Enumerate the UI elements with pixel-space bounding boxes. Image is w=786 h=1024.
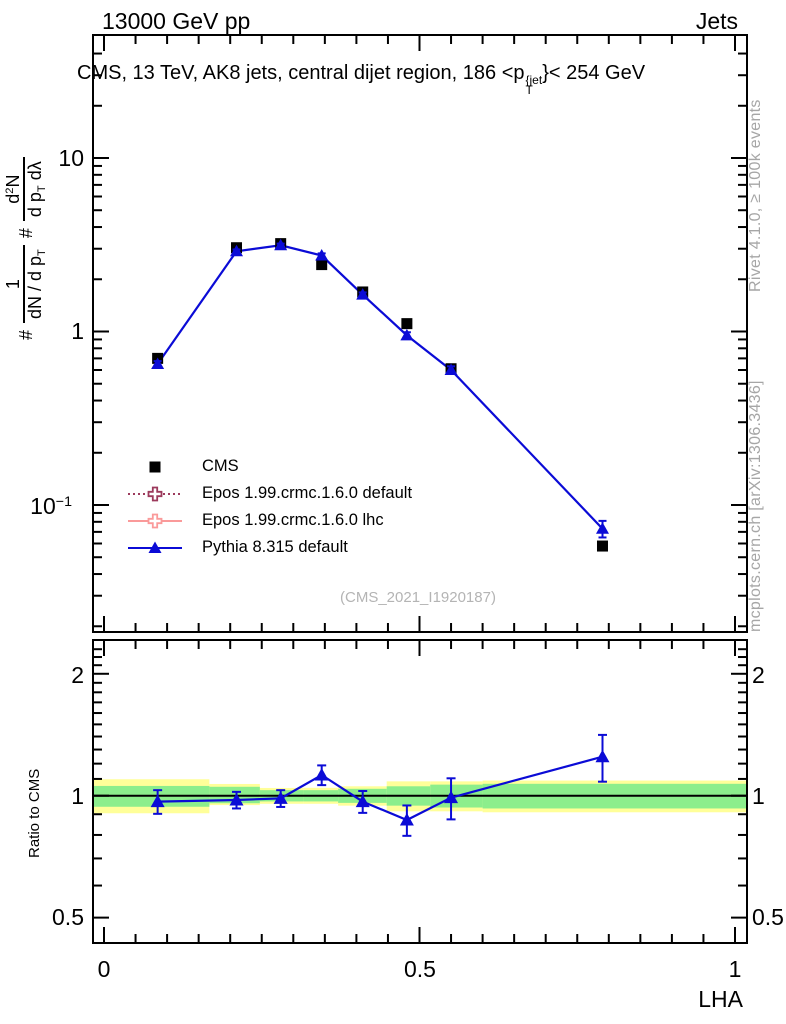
legend-row-epos-lhc: Epos 1.99.crmc.1.6.0 lhc — [126, 507, 412, 534]
cms-data-point — [316, 259, 328, 271]
plot-title-sub: T — [525, 82, 533, 97]
ratio-panel-frame — [92, 639, 748, 944]
ratio-ytick-1-right: 1 — [752, 783, 765, 809]
main-series — [151, 238, 609, 552]
legend-marker-triangle — [148, 541, 162, 553]
ratio-data-point — [150, 794, 165, 808]
ratio-series — [150, 733, 610, 837]
ratio-ytick-1-left: 1 — [71, 783, 84, 809]
legend-row-epos-default: Epos 1.99.crmc.1.6.0 default — [126, 480, 412, 507]
epos-lhc-marker-icon — [128, 513, 182, 528]
legend-label-pythia: Pythia 8.315 default — [202, 538, 348, 556]
main-ytick-1: 1 — [71, 318, 84, 344]
analysis-id-watermark: (CMS_2021_I1920187) — [340, 589, 496, 606]
main-ytick-10: 10 — [58, 145, 84, 171]
xtick-1: 1 — [728, 956, 742, 982]
axis-ticks — [94, 36, 746, 942]
ratio-data-point — [444, 790, 459, 804]
beam-energy-label: 13000 GeV pp — [102, 8, 251, 34]
epos-default-marker-icon — [128, 486, 182, 501]
legend-label-epos-lhc: Epos 1.99.crmc.1.6.0 lhc — [202, 511, 384, 529]
ratio-data-point — [595, 749, 610, 763]
panel-frames — [92, 34, 748, 944]
ylabel-hash-2: # — [15, 228, 36, 239]
legend-row-pythia: Pythia 8.315 default — [126, 534, 412, 561]
ratio-data-point — [314, 767, 329, 781]
ratio-data-point — [355, 794, 370, 808]
pythia-data-point — [356, 288, 370, 300]
plot-title-suffix: }< 254 GeV — [542, 62, 646, 84]
legend-label-epos-default: Epos 1.99.crmc.1.6.0 default — [202, 484, 413, 502]
ratio-data-point — [229, 792, 244, 806]
cms-data-point — [401, 318, 413, 330]
ratio-data-point — [273, 791, 288, 804]
legend-label-cms: CMS — [202, 457, 239, 475]
pythia-marker-icon — [128, 541, 182, 553]
ratio-ytick-2-left: 2 — [71, 662, 84, 688]
pythia-data-point — [400, 328, 414, 341]
plot-title-sup: {jet — [525, 73, 543, 88]
legend-marker-open-cross — [147, 513, 163, 528]
cms-data-point — [596, 540, 608, 552]
plot-title: CMS, 13 TeV, AK8 jets, central dijet reg… — [77, 62, 646, 97]
x-axis-title: LHA — [698, 986, 743, 1012]
ratio-uncertainty-bands — [93, 779, 747, 814]
pythia-data-point — [315, 249, 329, 261]
main-y-axis-title: # 1 dN / d pT # d2N d pT dλ — [3, 30, 62, 340]
ylabel-fraction-1: 1 dN / d pT — [3, 245, 49, 323]
rivet-version-caption: Rivet 4.1.0, ≥ 100k events — [747, 99, 764, 292]
legend-marker-square — [149, 461, 161, 472]
ratio-ytick-05-right: 0.5 — [752, 904, 784, 930]
xtick-0: 0 — [97, 956, 111, 982]
pythia-data-point — [444, 363, 458, 375]
cms-marker-icon — [149, 461, 161, 472]
plot-title-supsub: {jet T — [525, 73, 543, 97]
main-panel-frame — [92, 34, 748, 633]
plot-title-prefix: CMS, 13 TeV, AK8 jets, central dijet reg… — [77, 62, 525, 84]
pythia-data-point — [595, 522, 609, 534]
pythia-data-point — [274, 238, 288, 251]
pythia-data-point — [151, 357, 165, 369]
ratio-data-point — [399, 812, 414, 826]
ratio-y-axis-title: Ratio to CMS — [26, 768, 43, 858]
ratio-ytick-2-right: 2 — [752, 662, 765, 688]
pythia-line — [156, 244, 604, 530]
ratio-ytick-05-left: 0.5 — [52, 904, 84, 930]
analysis-group-label: Jets — [695, 8, 738, 34]
legend-row-cms: CMS — [126, 453, 412, 480]
xtick-05: 0.5 — [404, 956, 436, 982]
main-ytick-0p1: 10−1 — [30, 493, 72, 519]
legend-marker-open-cross — [147, 486, 163, 501]
ratio-line — [157, 755, 603, 822]
legend: CMS Epos 1.99.crmc.1.6.0 default Epos 1.… — [126, 453, 412, 561]
pythia-data-point — [230, 244, 244, 257]
mcplots-arxiv-caption: mcplots.cern.ch [arXiv:1306.3436] — [747, 380, 764, 632]
